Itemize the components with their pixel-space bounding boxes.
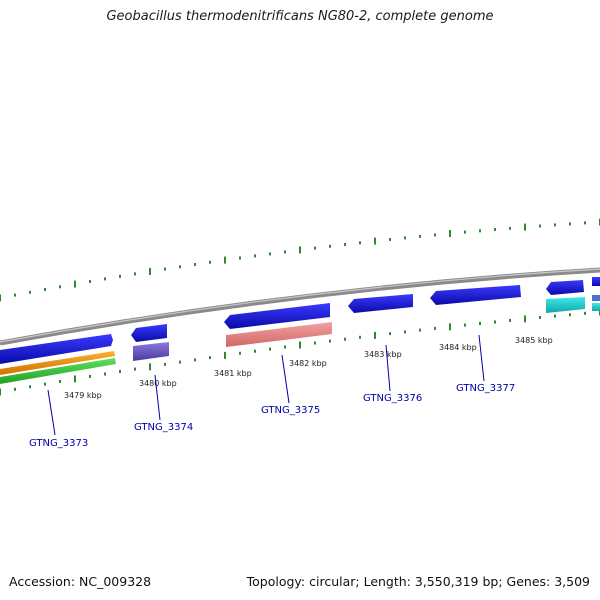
gene-track-forward bbox=[0, 277, 600, 364]
gene-label-gtng-3374[interactable]: GTNG_3374 bbox=[134, 422, 193, 433]
scale-label: 3484 kbp bbox=[439, 343, 477, 352]
gene-label-gtng-3375[interactable]: GTNG_3375 bbox=[261, 405, 320, 416]
feature-pink[interactable] bbox=[226, 322, 332, 347]
inner-tick-ring bbox=[0, 308, 600, 396]
leader-gtng-3375 bbox=[281, 354, 290, 404]
feature-edge-blue[interactable] bbox=[592, 295, 600, 301]
gene-arrow-gtng-3377[interactable] bbox=[430, 285, 521, 305]
scale-label: 3480 kbp bbox=[139, 379, 177, 388]
leader-gtng-3377 bbox=[478, 334, 485, 382]
gene-labels: GTNG_3373 GTNG_3374 GTNG_3375 GTNG_3376 … bbox=[29, 383, 515, 449]
gene-label-gtng-3376[interactable]: GTNG_3376 bbox=[363, 393, 422, 404]
scale-label: 3485 kbp bbox=[515, 336, 553, 345]
feature-purple[interactable] bbox=[133, 342, 169, 361]
gene-arrow-edge[interactable] bbox=[592, 277, 600, 286]
scale-label: 3482 kbp bbox=[289, 359, 327, 368]
accession-label: Accession: NC_009328 bbox=[9, 574, 152, 589]
gene-arrow-gtng-3374[interactable] bbox=[131, 324, 167, 342]
scale-labels: 3479 kbp 3480 kbp 3481 kbp 3482 kbp 3483… bbox=[64, 336, 553, 400]
feature-orange[interactable] bbox=[0, 351, 115, 375]
gene-arrow-gtng-3376[interactable] bbox=[348, 294, 413, 313]
genome-backbone-highlight bbox=[0, 268, 600, 343]
leader-gtng-3374 bbox=[154, 374, 161, 421]
scale-label: 3479 kbp bbox=[64, 391, 102, 400]
genome-summary: Topology: circular; Length: 3,550,319 bp… bbox=[246, 574, 590, 589]
leader-gtng-3373 bbox=[47, 389, 56, 436]
feature-edge-cyan[interactable] bbox=[592, 303, 600, 311]
gene-label-gtng-3377[interactable]: GTNG_3377 bbox=[456, 383, 515, 394]
feature-track bbox=[0, 295, 600, 384]
map-title: Geobacillus thermodenitrificans NG80-2, … bbox=[106, 9, 494, 24]
gene-arrow-gtng-3375[interactable] bbox=[224, 303, 330, 329]
genome-backbone bbox=[0, 267, 600, 346]
gene-label-gtng-3373[interactable]: GTNG_3373 bbox=[29, 438, 88, 449]
leader-gtng-3376 bbox=[385, 344, 391, 392]
gene-leader-lines bbox=[47, 334, 485, 436]
outer-tick-ring bbox=[0, 218, 600, 302]
feature-cyan[interactable] bbox=[546, 297, 585, 313]
scale-label: 3481 kbp bbox=[214, 369, 252, 378]
feature-green[interactable] bbox=[0, 358, 116, 384]
scale-label: 3483 kbp bbox=[364, 350, 402, 359]
gene-arrow-gtng-3373[interactable] bbox=[0, 334, 113, 364]
gene-arrow-next[interactable] bbox=[546, 280, 584, 295]
